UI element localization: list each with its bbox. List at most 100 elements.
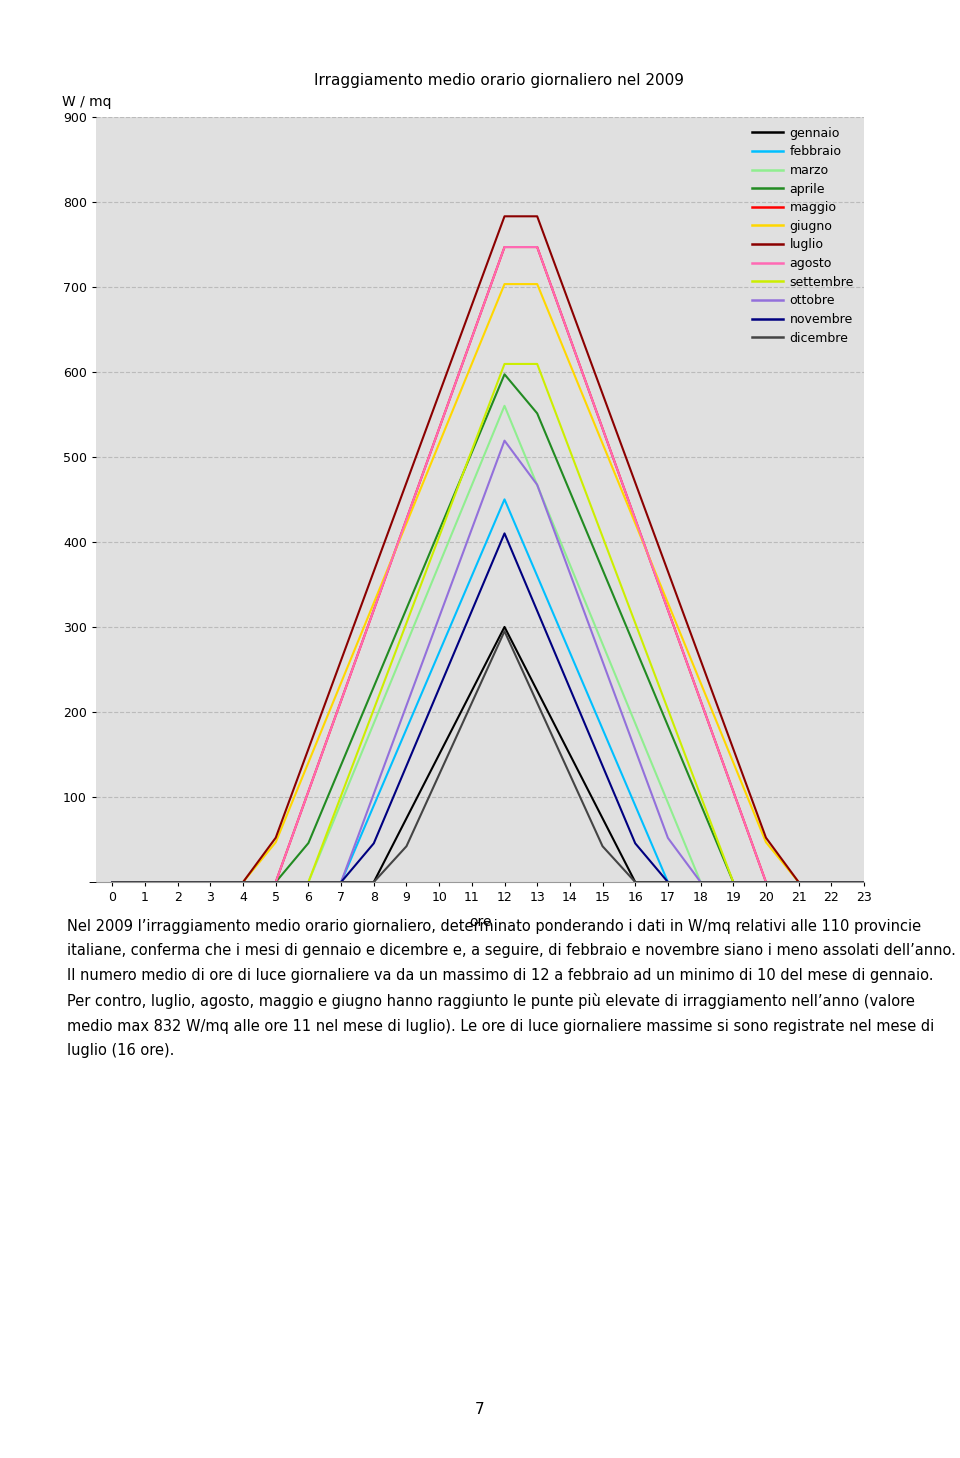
gennaio bbox=[400, 809, 412, 827]
febbraio bbox=[139, 873, 151, 891]
gennaio bbox=[695, 873, 707, 891]
luglio bbox=[695, 652, 707, 669]
ottobre bbox=[400, 697, 412, 714]
agosto bbox=[335, 693, 347, 710]
agosto bbox=[597, 420, 609, 437]
febbraio bbox=[466, 567, 477, 585]
Line: ottobre: ottobre bbox=[112, 440, 864, 882]
Line: giugno: giugno bbox=[112, 284, 864, 882]
marzo bbox=[270, 873, 281, 891]
gennaio bbox=[728, 873, 739, 891]
gennaio bbox=[270, 873, 281, 891]
agosto bbox=[204, 873, 216, 891]
gennaio bbox=[858, 873, 870, 891]
marzo bbox=[858, 873, 870, 891]
giugno bbox=[630, 515, 641, 532]
maggio bbox=[532, 238, 543, 255]
Line: gennaio: gennaio bbox=[112, 627, 864, 882]
agosto bbox=[499, 238, 511, 255]
luglio bbox=[532, 207, 543, 225]
maggio bbox=[597, 420, 609, 437]
Line: settembre: settembre bbox=[112, 364, 864, 882]
marzo bbox=[204, 873, 216, 891]
aprile bbox=[368, 678, 379, 695]
settembre bbox=[368, 701, 379, 719]
agosto bbox=[826, 873, 837, 891]
luglio bbox=[139, 873, 151, 891]
aprile bbox=[237, 873, 249, 891]
ottobre bbox=[662, 830, 674, 847]
luglio bbox=[237, 873, 249, 891]
aprile bbox=[270, 873, 281, 891]
febbraio bbox=[237, 873, 249, 891]
dicembre bbox=[597, 837, 609, 854]
aprile bbox=[532, 405, 543, 423]
settembre bbox=[204, 873, 216, 891]
aprile bbox=[400, 599, 412, 617]
marzo bbox=[597, 636, 609, 653]
maggio bbox=[466, 330, 477, 347]
maggio bbox=[858, 873, 870, 891]
aprile bbox=[499, 366, 511, 383]
luglio bbox=[597, 385, 609, 402]
novembre bbox=[139, 873, 151, 891]
gennaio bbox=[172, 873, 183, 891]
novembre bbox=[400, 757, 412, 774]
dicembre bbox=[662, 873, 674, 891]
novembre bbox=[335, 873, 347, 891]
aprile bbox=[728, 873, 739, 891]
aprile bbox=[793, 873, 804, 891]
novembre bbox=[204, 873, 216, 891]
dicembre bbox=[107, 873, 118, 891]
febbraio bbox=[204, 873, 216, 891]
dicembre bbox=[728, 873, 739, 891]
agosto bbox=[270, 873, 281, 891]
ottobre bbox=[793, 873, 804, 891]
luglio bbox=[433, 385, 444, 402]
novembre bbox=[466, 602, 477, 620]
settembre bbox=[630, 614, 641, 631]
luglio bbox=[270, 830, 281, 847]
giugno bbox=[793, 873, 804, 891]
novembre bbox=[760, 873, 772, 891]
giugno bbox=[662, 595, 674, 612]
ottobre bbox=[466, 521, 477, 538]
febbraio bbox=[760, 873, 772, 891]
dicembre bbox=[760, 873, 772, 891]
aprile bbox=[597, 561, 609, 579]
giugno bbox=[695, 674, 707, 691]
maggio bbox=[499, 238, 511, 255]
giugno bbox=[858, 873, 870, 891]
dicembre bbox=[858, 873, 870, 891]
luglio bbox=[335, 652, 347, 669]
febbraio bbox=[597, 720, 609, 738]
marzo bbox=[826, 873, 837, 891]
ottobre bbox=[564, 564, 576, 582]
agosto bbox=[400, 510, 412, 528]
ottobre bbox=[760, 873, 772, 891]
aprile bbox=[433, 522, 444, 539]
marzo bbox=[728, 873, 739, 891]
maggio bbox=[368, 601, 379, 618]
marzo bbox=[630, 714, 641, 732]
agosto bbox=[532, 238, 543, 255]
settembre bbox=[107, 873, 118, 891]
maggio bbox=[662, 601, 674, 618]
giugno bbox=[237, 873, 249, 891]
febbraio bbox=[270, 873, 281, 891]
dicembre bbox=[172, 873, 183, 891]
luglio bbox=[858, 873, 870, 891]
novembre bbox=[826, 873, 837, 891]
aprile bbox=[335, 757, 347, 774]
settembre bbox=[826, 873, 837, 891]
dicembre bbox=[270, 873, 281, 891]
settembre bbox=[466, 442, 477, 459]
gennaio bbox=[564, 745, 576, 764]
giugno bbox=[597, 434, 609, 452]
dicembre bbox=[466, 694, 477, 712]
maggio bbox=[302, 783, 314, 800]
marzo bbox=[499, 397, 511, 414]
ottobre bbox=[597, 653, 609, 671]
agosto bbox=[630, 510, 641, 528]
Line: marzo: marzo bbox=[112, 405, 864, 882]
